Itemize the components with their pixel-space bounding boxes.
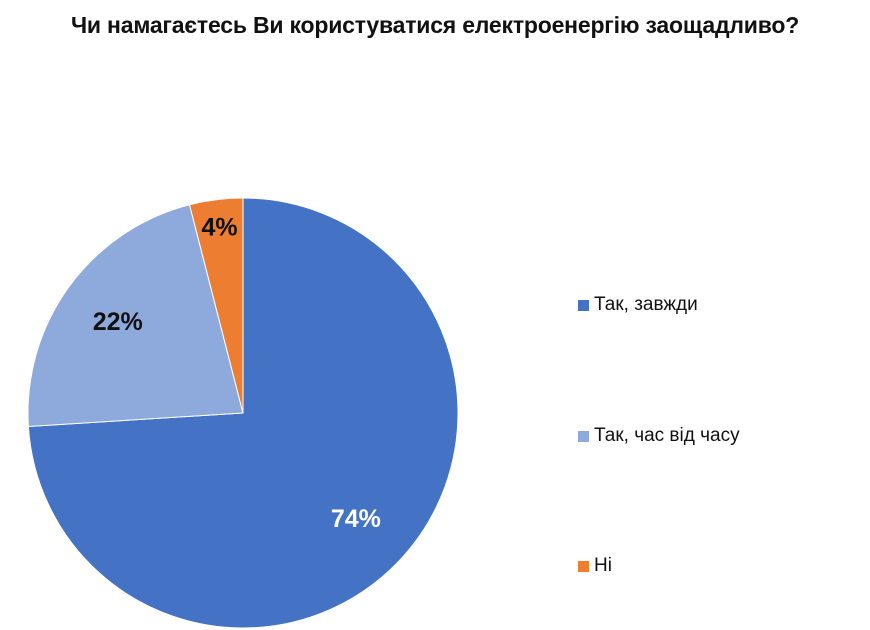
legend-item-always: Так, завжди: [578, 294, 698, 316]
pie-slice-sometimes: [27, 204, 244, 428]
pie-slices: [27, 197, 459, 629]
legend-item-no: Ні: [578, 555, 612, 577]
legend-swatch-always: [578, 299, 589, 311]
data-label-no: 4%: [201, 213, 237, 241]
legend-label-always: Так, завжди: [594, 294, 698, 315]
data-label-always: 74%: [331, 505, 381, 533]
legend-swatch-no: [578, 560, 589, 572]
legend-swatch-sometimes: [578, 430, 589, 442]
pie-slice-no: [188, 197, 244, 414]
chart-title: Чи намагаєтесь Ви користуватися електрое…: [70, 12, 800, 38]
legend-label-no: Ні: [594, 555, 612, 576]
legend-label-sometimes: Так, час від часу: [594, 425, 740, 446]
pie-data-labels: 74% 22% 4%: [93, 213, 381, 533]
legend-item-sometimes: Так, час від часу: [578, 425, 740, 447]
data-label-sometimes: 22%: [93, 308, 143, 336]
